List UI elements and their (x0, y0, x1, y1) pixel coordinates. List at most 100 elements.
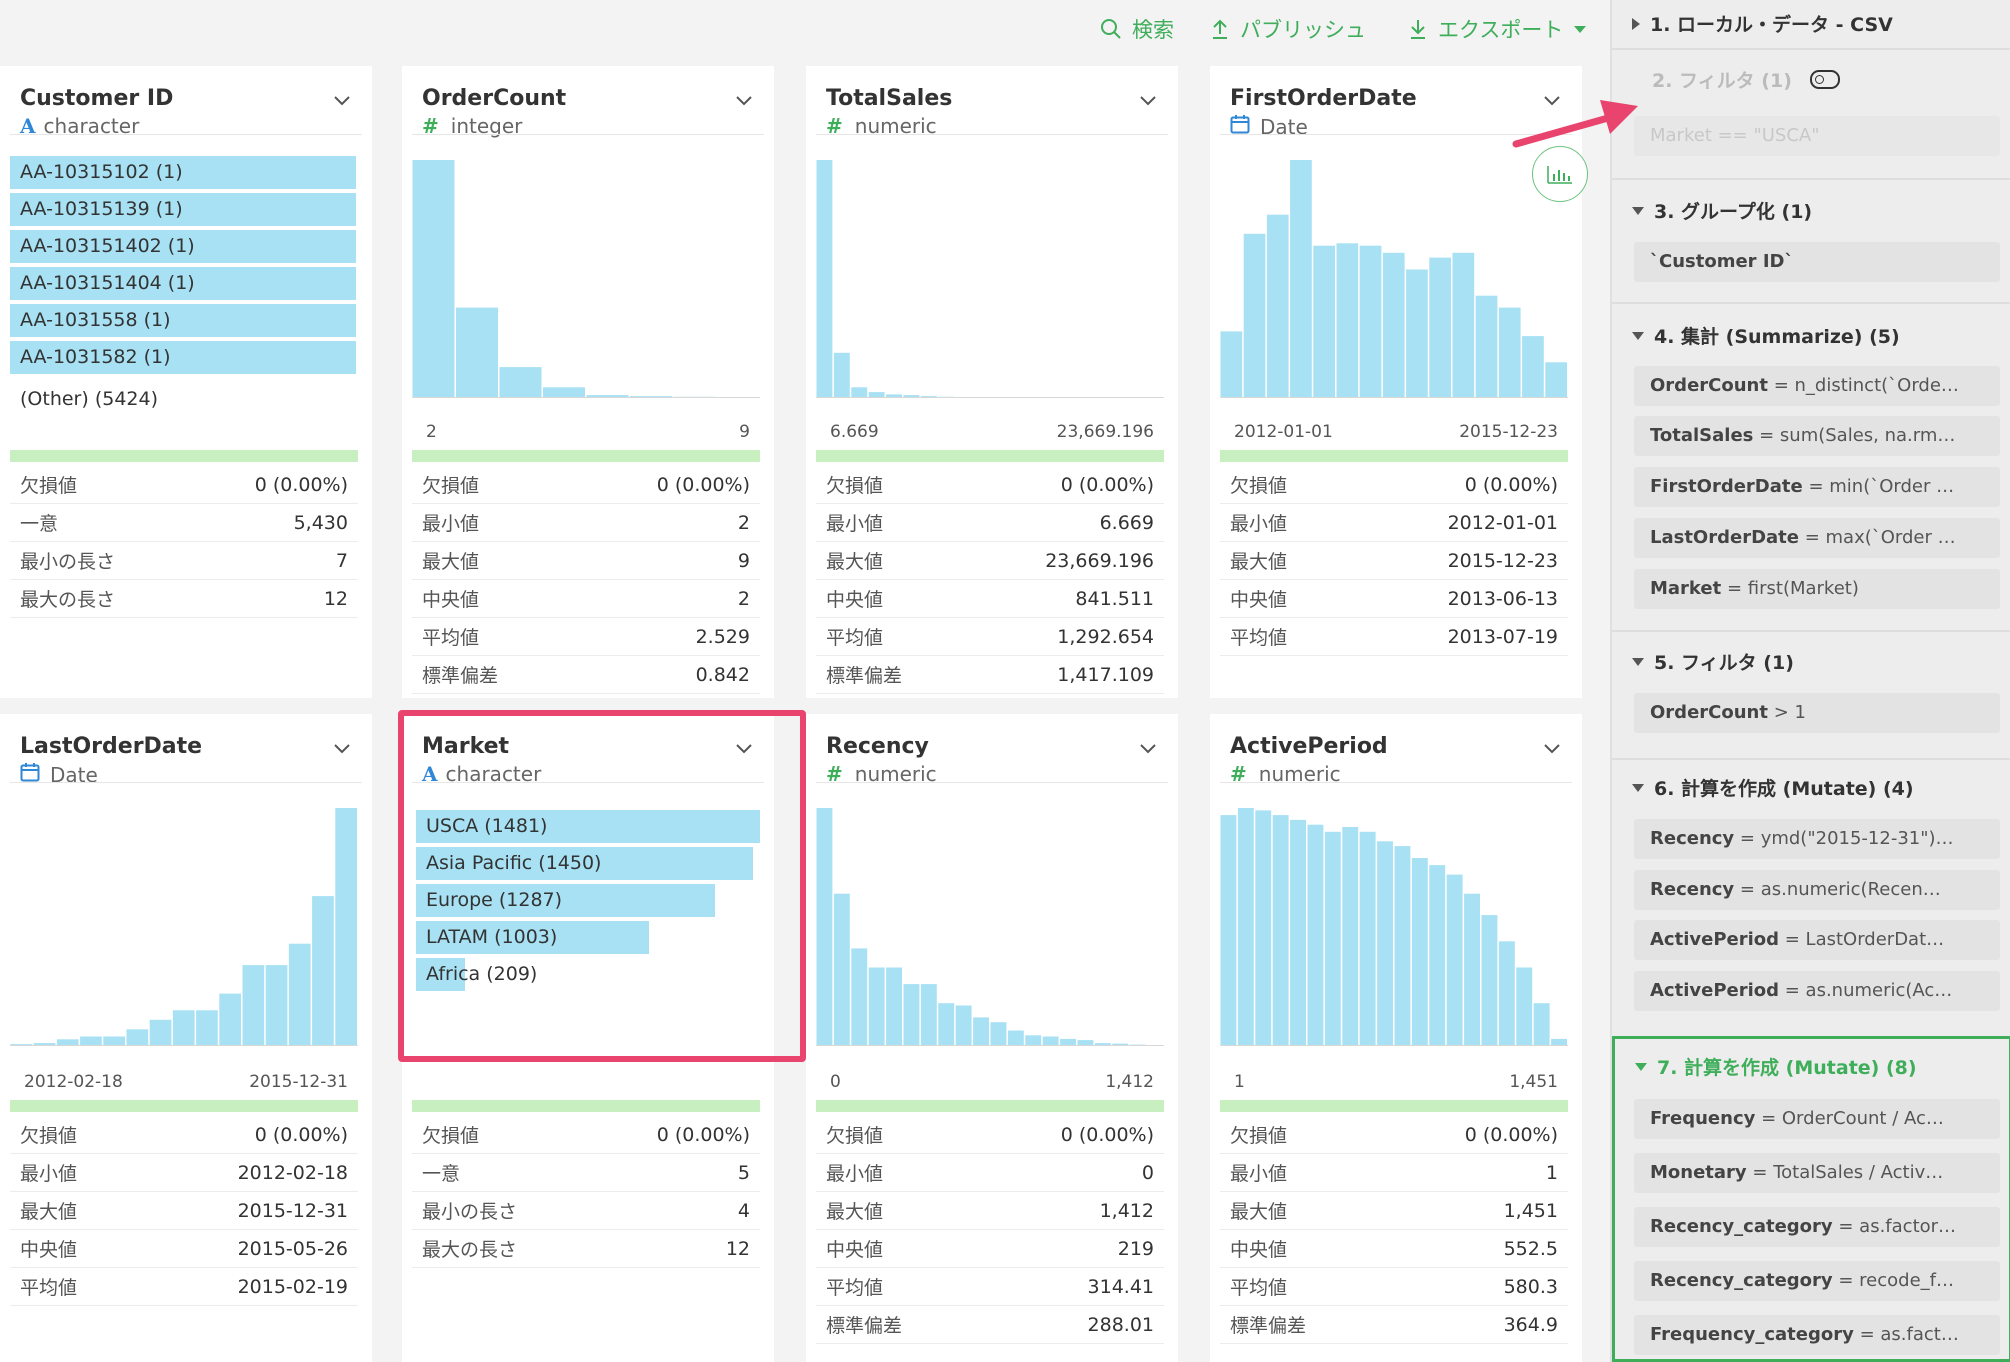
value-bar[interactable]: AA-103151402 (1) (10, 230, 356, 263)
value-bar[interactable]: AA-103151404 (1) (10, 267, 356, 300)
histogram-bar[interactable] (1266, 214, 1289, 398)
value-bar[interactable]: Asia Pacific (1450) (416, 847, 760, 880)
value-bar[interactable]: Africa (209) (416, 958, 760, 991)
column-menu-chevron-icon[interactable] (736, 744, 752, 758)
histogram-bar[interactable] (1481, 915, 1498, 1046)
export-button[interactable]: エクスポート (1408, 14, 1587, 44)
histogram-bar[interactable] (1475, 295, 1498, 398)
histogram-bar[interactable] (1498, 307, 1521, 398)
histogram-bar[interactable] (1452, 252, 1475, 398)
histogram-bar[interactable] (172, 1010, 195, 1046)
histogram-bar[interactable] (1522, 336, 1544, 398)
histogram-bar[interactable] (833, 893, 850, 1046)
histogram-bar[interactable] (903, 984, 920, 1046)
step-7-header[interactable]: 7. 計算を作成 (Mutate) (8) (1635, 1053, 1917, 1080)
histogram-bar[interactable] (56, 1039, 79, 1046)
histogram-bar[interactable] (1307, 824, 1324, 1046)
histogram-bar[interactable] (1042, 1036, 1059, 1047)
step-5-item-0[interactable]: OrderCount > 1 (1634, 693, 2000, 733)
step-1-header[interactable]: 1. ローカル・データ - CSV (1632, 10, 1893, 37)
histogram-bar[interactable] (1336, 243, 1359, 398)
histogram-bar[interactable] (219, 993, 241, 1046)
step-3-header[interactable]: 3. グループ化 (1) (1632, 197, 1812, 224)
histogram-bar[interactable] (886, 394, 902, 398)
histogram-bar[interactable] (1533, 1003, 1550, 1046)
step-4-header[interactable]: 4. 集計 (Summarize) (5) (1632, 322, 1900, 349)
histogram-bar[interactable] (149, 1019, 172, 1046)
search-button[interactable]: 検索 (1100, 14, 1174, 44)
column-menu-chevron-icon[interactable] (1140, 744, 1156, 758)
step-6-item-1[interactable]: Recency = as.numeric(Recen… (1634, 870, 2000, 910)
step-4-item-1[interactable]: TotalSales = sum(Sales, na.rm… (1634, 416, 2000, 456)
value-bar[interactable]: AA-10315139 (1) (10, 193, 356, 226)
histogram-bar[interactable] (816, 808, 833, 1046)
step-6-item-3[interactable]: ActivePeriod = as.numeric(Ac… (1634, 971, 2000, 1011)
histogram-bar[interactable] (242, 965, 265, 1046)
histogram-bar[interactable] (1359, 831, 1376, 1046)
histogram-bar[interactable] (1255, 810, 1272, 1046)
step-7-item-4[interactable]: Frequency_category = as.fact… (1634, 1315, 2000, 1355)
histogram-bar[interactable] (543, 387, 585, 398)
step-7-item-3[interactable]: Recency_category = recode_f… (1634, 1261, 2000, 1301)
histogram-bar[interactable] (586, 395, 629, 398)
histogram-bar[interactable] (1290, 160, 1312, 398)
histogram-bar[interactable] (1359, 245, 1382, 398)
histogram-bar[interactable] (1377, 841, 1393, 1046)
step-2-item-0[interactable]: Market == "USCA" (1634, 116, 2000, 156)
histogram-bar[interactable] (1025, 1035, 1042, 1046)
histogram-bar[interactable] (196, 1010, 218, 1046)
histogram-bar[interactable] (335, 808, 357, 1046)
histogram-bar[interactable] (265, 965, 288, 1046)
histogram-bar[interactable] (938, 1003, 955, 1046)
histogram-bar[interactable] (288, 943, 311, 1046)
step-7-item-1[interactable]: Monetary = TotalSales / Activ… (1634, 1153, 2000, 1193)
histogram-bar[interactable] (955, 1005, 972, 1047)
open-chart-button[interactable] (1532, 146, 1588, 202)
histogram-bar[interactable] (1220, 331, 1243, 398)
histogram-bar[interactable] (1382, 252, 1405, 398)
histogram-bar[interactable] (1545, 362, 1567, 398)
step-7-selected[interactable]: 7. 計算を作成 (Mutate) (8) Frequency = OrderC… (1612, 1036, 2010, 1362)
histogram-bar[interactable] (126, 1029, 149, 1046)
histogram-bar[interactable] (1464, 893, 1480, 1046)
column-menu-chevron-icon[interactable] (334, 96, 350, 110)
histogram-bar[interactable] (973, 1017, 989, 1046)
histogram-bar[interactable] (1007, 1030, 1024, 1047)
step-4-item-4[interactable]: Market = first(Market) (1634, 569, 2000, 609)
histogram-bar[interactable] (851, 387, 868, 398)
column-menu-chevron-icon[interactable] (334, 744, 350, 758)
histogram-bar[interactable] (1237, 808, 1254, 1046)
step-7-item-0[interactable]: Frequency = OrderCount / Ac… (1634, 1099, 2000, 1139)
histogram-bar[interactable] (1429, 865, 1446, 1046)
histogram-bar[interactable] (1077, 1040, 1094, 1046)
step-3-item-0[interactable]: `Customer ID` (1634, 242, 2000, 282)
histogram-bar[interactable] (1324, 831, 1341, 1046)
value-bar[interactable]: AA-1031582 (1) (10, 341, 356, 374)
histogram-bar[interactable] (1411, 858, 1428, 1046)
histogram-bar[interactable] (456, 307, 498, 398)
step-6-item-0[interactable]: Recency = ymd("2015-12-31")… (1634, 819, 2000, 859)
step-6-item-2[interactable]: ActivePeriod = LastOrderDat… (1634, 920, 2000, 960)
histogram-bar[interactable] (1220, 815, 1237, 1046)
histogram-bar[interactable] (990, 1022, 1007, 1046)
histogram-bar[interactable] (816, 160, 833, 398)
histogram-bar[interactable] (1094, 1043, 1111, 1046)
value-bar[interactable]: LATAM (1003) (416, 921, 760, 954)
histogram-bar[interactable] (499, 367, 542, 398)
histogram-bar[interactable] (103, 1036, 125, 1047)
column-menu-chevron-icon[interactable] (1140, 96, 1156, 110)
toggle-icon[interactable] (1809, 70, 1840, 89)
column-menu-chevron-icon[interactable] (1544, 96, 1560, 110)
step-6-header[interactable]: 6. 計算を作成 (Mutate) (4) (1632, 774, 1914, 801)
histogram-bar[interactable] (1429, 257, 1451, 398)
value-bar[interactable]: Europe (1287) (416, 884, 760, 917)
histogram-bar[interactable] (868, 967, 885, 1047)
column-menu-chevron-icon[interactable] (1544, 744, 1560, 758)
histogram-bar[interactable] (312, 896, 334, 1046)
histogram-bar[interactable] (33, 1043, 56, 1046)
histogram-bar[interactable] (80, 1036, 102, 1047)
histogram-bar[interactable] (886, 967, 902, 1047)
histogram-bar[interactable] (1516, 967, 1533, 1047)
histogram-bar[interactable] (1290, 819, 1306, 1046)
histogram-bar[interactable] (833, 352, 850, 398)
